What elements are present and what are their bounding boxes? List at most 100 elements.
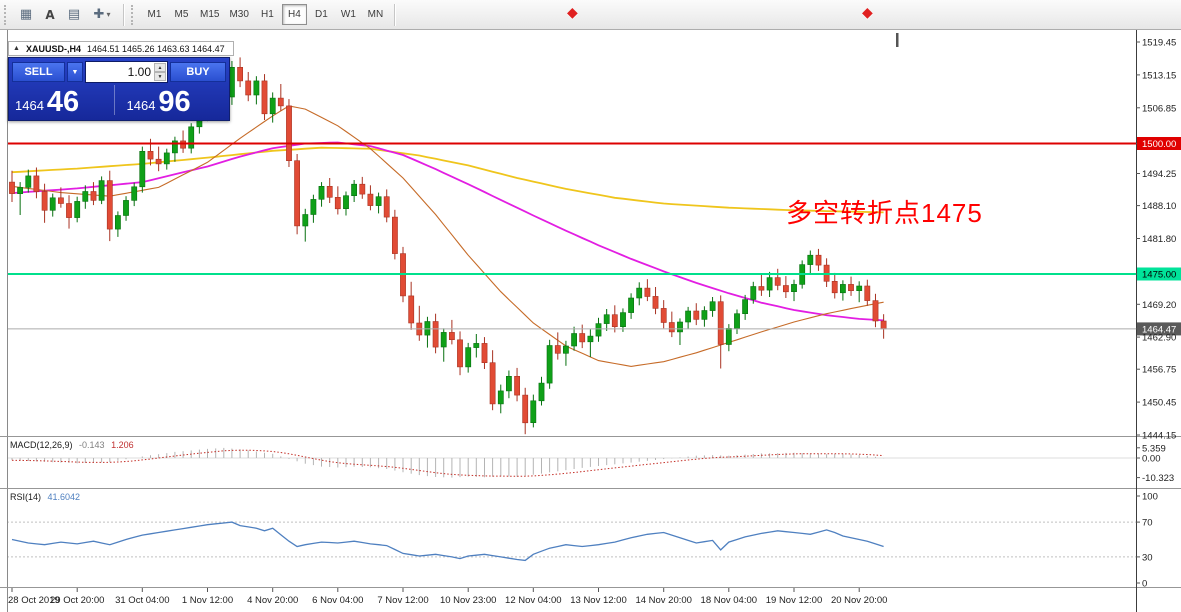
crosshair-icon[interactable]: ✚ ▾	[87, 4, 117, 26]
symbol-period-label: XAUUSD-,H4	[25, 43, 81, 54]
tf-button-h4[interactable]: H4	[281, 4, 307, 25]
svg-text:1506.85: 1506.85	[1142, 103, 1176, 114]
svg-text:1513.15: 1513.15	[1142, 70, 1176, 81]
tf-button-mn[interactable]: MN	[363, 4, 388, 25]
svg-text:0.00: 0.00	[1142, 454, 1161, 465]
tf-button-m1[interactable]: M1	[142, 4, 167, 25]
chart-title: ▲ XAUUSD-,H4 1464.51 1465.26 1463.63 146…	[8, 41, 234, 56]
svg-text:1462.90: 1462.90	[1142, 333, 1176, 344]
svg-text:30: 30	[1142, 552, 1153, 563]
svg-text:28 Oct 2019: 28 Oct 2019	[8, 595, 60, 606]
svg-text:7 Nov 12:00: 7 Nov 12:00	[377, 595, 428, 606]
window-icon-glyph: ▤	[67, 7, 81, 22]
svg-text:1464.47: 1464.47	[1142, 324, 1176, 335]
svg-text:1450.45: 1450.45	[1142, 398, 1176, 409]
ohlc-values: 1464.51 1465.26 1463.63 1464.47	[86, 43, 225, 54]
volume-increase-button[interactable]: ▲	[154, 63, 166, 72]
grid-icon[interactable]: ▦	[15, 4, 37, 26]
tf-button-m5[interactable]: M5	[169, 4, 194, 25]
macd-label: MACD(12,26,9) -0.143 1.206	[10, 440, 134, 450]
macd-histogram	[11, 447, 885, 478]
svg-text:70: 70	[1142, 518, 1153, 529]
svg-text:1488.10: 1488.10	[1142, 201, 1176, 212]
rsi-label: RSI(14) 41.6042	[10, 492, 80, 502]
svg-text:10 Nov 23:00: 10 Nov 23:00	[440, 595, 497, 606]
svg-text:1475.00: 1475.00	[1142, 270, 1176, 281]
toolbar-grip	[4, 4, 10, 25]
volume-input[interactable]	[86, 63, 167, 81]
svg-text:1519.45: 1519.45	[1142, 38, 1176, 49]
triangle-icon: ▲	[13, 45, 20, 52]
crosshair-glyph: ✚	[93, 7, 105, 22]
fast-ma-line	[11, 105, 884, 367]
rsi-name: RSI(14)	[10, 492, 42, 502]
svg-text:19 Nov 12:00: 19 Nov 12:00	[766, 595, 823, 606]
tf-button-m15[interactable]: M15	[196, 4, 223, 25]
sell-button[interactable]: SELL	[12, 62, 65, 82]
price-tag-1464.47	[1137, 322, 1181, 336]
svg-text:1456.75: 1456.75	[1142, 365, 1176, 376]
ask-price-small: 1464	[126, 98, 156, 113]
tf-button-h1[interactable]: H1	[255, 4, 280, 25]
buy-button[interactable]: BUY	[170, 62, 226, 82]
svg-text:1494.25: 1494.25	[1142, 169, 1176, 180]
svg-text:14 Nov 20:00: 14 Nov 20:00	[635, 595, 692, 606]
ask-price-big: 96	[158, 86, 191, 119]
text-tool-icon[interactable]: A	[39, 4, 61, 26]
volume-dropdown-button[interactable]: ▼	[67, 62, 83, 82]
macd-signal-value: 1.206	[111, 440, 134, 450]
svg-text:12 Nov 04:00: 12 Nov 04:00	[505, 595, 562, 606]
toolbar-grip	[131, 4, 137, 25]
macd-signal-line	[11, 449, 884, 477]
chart-shift-marker[interactable]	[896, 33, 899, 47]
moving-averages-layer	[11, 105, 884, 367]
annotation-text: 多空转折点1475	[786, 198, 983, 228]
svg-text:1 Nov 12:00: 1 Nov 12:00	[182, 595, 233, 606]
tf-button-m30[interactable]: M30	[225, 4, 252, 25]
svg-text:31 Oct 04:00: 31 Oct 04:00	[115, 595, 169, 606]
rsi-value: 41.6042	[47, 492, 81, 502]
rsi-line	[11, 521, 884, 562]
toolbar-separator	[123, 3, 124, 26]
tf-button-d1[interactable]: D1	[309, 4, 334, 25]
svg-text:-10.323: -10.323	[1142, 473, 1174, 484]
horizontal-levels-layer	[7, 142, 1136, 330]
macd-main-value: -0.143	[79, 440, 105, 450]
svg-text:6 Nov 04:00: 6 Nov 04:00	[312, 595, 363, 606]
svg-text:1481.80: 1481.80	[1142, 234, 1176, 245]
tf-button-w1[interactable]: W1	[336, 4, 361, 25]
toolbar-separator	[393, 3, 395, 26]
bid-price-big: 46	[46, 86, 80, 119]
price-tag-1475.00	[1137, 267, 1181, 281]
window-icon[interactable]: ▤	[63, 4, 85, 26]
svg-text:100: 100	[1142, 492, 1158, 503]
price-divider	[113, 85, 115, 115]
price-tag-1500.00	[1137, 137, 1181, 150]
svg-text:1444.15: 1444.15	[1142, 431, 1176, 442]
svg-text:20 Nov 20:00: 20 Nov 20:00	[831, 595, 888, 606]
ask-price[interactable]: 1464 96	[117, 86, 224, 119]
price-axis[interactable]: 1519.45 1513.15 1506.85 1500.00 1494.25 1488.…	[1136, 38, 1181, 590]
svg-text:0: 0	[1142, 579, 1147, 590]
chart-stage: 1519.45 1513.15 1506.85 1500.00 1494.25 1488.…	[0, 30, 1181, 612]
diamond-icon[interactable]: ◆	[862, 5, 873, 21]
volume-decrease-button[interactable]: ▼	[154, 72, 166, 81]
diamond-icon[interactable]: ◆	[567, 5, 578, 21]
svg-text:4 Nov 20:00: 4 Nov 20:00	[247, 595, 298, 606]
mid-ma-line	[11, 141, 884, 322]
one-click-trading-panel: SELL ▼ ▲ ▼ BUY 1464 46 1464	[8, 57, 230, 121]
main-toolbar: ▦ A ▤ ✚ ▾ M1 M5 M15 M30 H1 H4 D1 W1 MN ◆ …	[0, 0, 1181, 30]
grid-icon-glyph: ▦	[19, 7, 33, 22]
text-tool-glyph: A	[45, 7, 55, 22]
svg-text:5.359: 5.359	[1142, 443, 1166, 454]
svg-text:1500.00: 1500.00	[1142, 139, 1176, 150]
chart-canvas[interactable]: 1519.45 1513.15 1506.85 1500.00 1494.25 1488.…	[0, 30, 1181, 612]
bid-price[interactable]: 1464 46	[15, 86, 112, 119]
macd-name: MACD(12,26,9)	[10, 440, 73, 450]
chevron-down-icon: ▾	[106, 10, 111, 19]
bid-price-small: 1464	[15, 98, 44, 113]
volume-field-wrap: ▲ ▼	[85, 61, 168, 83]
svg-text:29 Oct 20:00: 29 Oct 20:00	[50, 595, 104, 606]
